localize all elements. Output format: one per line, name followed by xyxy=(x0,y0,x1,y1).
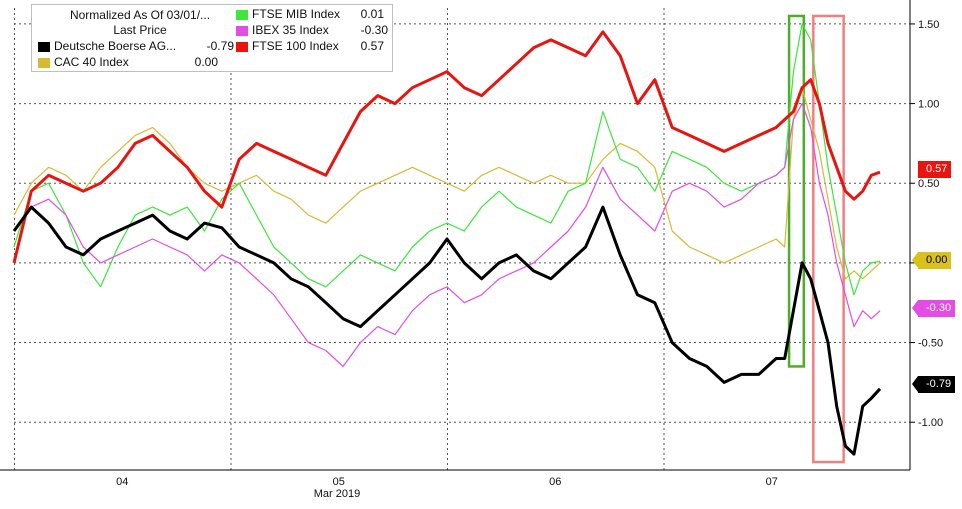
y-tick-label: 0.50 xyxy=(918,178,939,190)
y-tick-label: -1.00 xyxy=(918,417,943,429)
x-tick-label: 04 xyxy=(116,476,128,488)
series-lines xyxy=(12,23,882,456)
green-highlight xyxy=(787,14,806,368)
legend-entry-value: 0.57 xyxy=(360,39,384,53)
last-price-badge-cac40: 0.00 xyxy=(911,252,952,269)
legend-entry-label: CAC 40 Index xyxy=(54,55,129,69)
last-price-badge-ftse100: 0.57 xyxy=(911,161,952,178)
legend-header-subtitle: Last Price xyxy=(113,23,167,37)
series-line-ibex-35-index xyxy=(13,103,881,367)
y-tick-label: 1.50 xyxy=(918,19,939,31)
legend-entry-deutsche-boerse: Deutsche Boerse AG... -0.79 xyxy=(38,39,234,54)
legend-entry-ftse-mib: FTSE MIB Index 0.01 xyxy=(236,7,384,22)
y-tick-label: 1.00 xyxy=(918,99,939,111)
legend-header: Normalized As Of 03/01/... Last Price xyxy=(50,8,230,38)
legend-swatch xyxy=(236,42,248,52)
legend-entry-label: Deutsche Boerse AG... xyxy=(54,39,177,53)
legend-entry-value: 0.01 xyxy=(360,7,384,21)
badge-text: -0.30 xyxy=(926,302,952,314)
series-line-deutsche-boerse-ag xyxy=(12,205,882,456)
x-tick-label: 06 xyxy=(549,476,561,488)
axes xyxy=(0,0,911,471)
legend-swatch xyxy=(38,58,50,68)
legend-entry-label: FTSE 100 Index xyxy=(252,39,339,53)
last-price-badge-ibex35: -0.30 xyxy=(911,300,956,317)
legend-entry-label: FTSE MIB Index xyxy=(252,7,341,21)
last-price-badge-deutsche-boerse: -0.79 xyxy=(911,376,956,393)
series-line-ftse-mib-index xyxy=(13,23,881,296)
legend-entry-value: -0.30 xyxy=(360,23,388,37)
x-tick-label: 07 xyxy=(766,476,778,488)
badge-text: 0.00 xyxy=(926,254,948,266)
legend-swatch xyxy=(236,26,248,36)
y-tick-label: -0.50 xyxy=(918,338,943,350)
legend-header-title: Normalized As Of 03/01/... xyxy=(69,8,211,22)
legend-entry-ibex35: IBEX 35 Index -0.30 xyxy=(236,23,388,38)
legend-entry-value: 0.00 xyxy=(194,55,218,69)
legend-entry-cac40: CAC 40 Index 0.00 xyxy=(38,55,218,70)
red-highlight xyxy=(812,14,845,464)
legend-swatch xyxy=(38,42,50,52)
series-line-ftse-100-index xyxy=(12,30,881,264)
legend: Normalized As Of 03/01/... Last Price De… xyxy=(31,4,393,72)
y-tick-labels: 1.501.000.500.00-0.50-1.00 xyxy=(910,19,943,429)
x-axis-label: Mar 2019 xyxy=(314,488,360,500)
legend-entry-label: IBEX 35 Index xyxy=(252,23,329,37)
x-tick-label: 05 xyxy=(333,476,345,488)
legend-entry-value: -0.79 xyxy=(206,39,234,53)
legend-swatch xyxy=(236,10,248,20)
legend-entry-ftse100: FTSE 100 Index 0.57 xyxy=(236,39,384,54)
badge-text: -0.79 xyxy=(926,378,952,390)
x-tick-labels: 04 05 06 07 xyxy=(116,476,778,488)
